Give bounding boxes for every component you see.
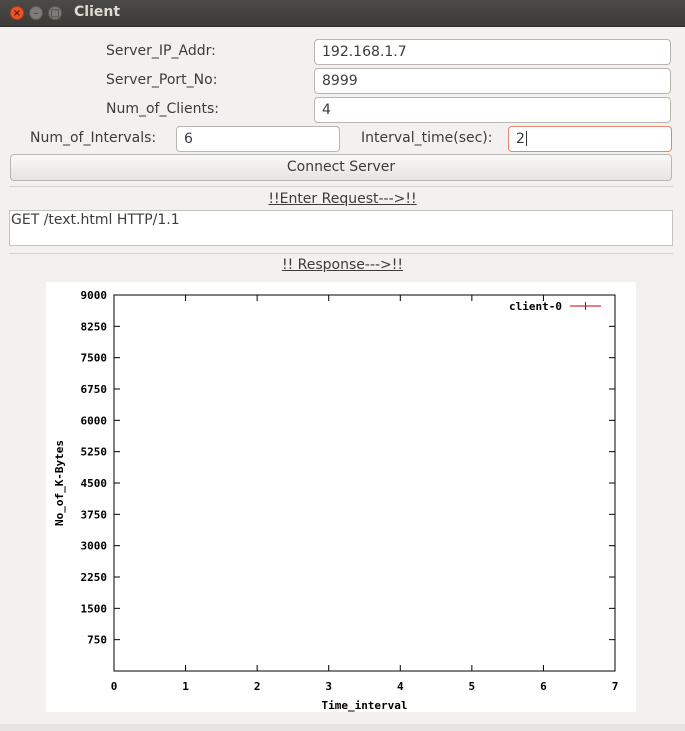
y-tick-label: 2250 bbox=[81, 571, 108, 584]
window-title: Client bbox=[74, 4, 121, 20]
x-tick-label: 6 bbox=[540, 680, 547, 693]
x-tick-label: 4 bbox=[397, 680, 404, 693]
y-tick-label: 1500 bbox=[81, 602, 108, 615]
title-bar: × – □ Client bbox=[0, 0, 685, 27]
y-tick-label: 6750 bbox=[81, 383, 108, 396]
y-tick-label: 3000 bbox=[81, 540, 108, 553]
num-clients-label: Num_of_Clients: bbox=[106, 101, 220, 117]
maximize-icon[interactable]: □ bbox=[48, 6, 62, 20]
chart-svg: 0 1 2 3 4 5 6 7 750 1500 2250 3000 3750 4500 5250 6000 6… bbox=[53, 289, 619, 712]
request-heading: !!Enter Request--->!! bbox=[268, 191, 417, 207]
minimize-icon[interactable]: – bbox=[29, 6, 43, 20]
plot-frame bbox=[113, 294, 616, 672]
server-ip-label: Server_IP_Addr: bbox=[106, 43, 216, 59]
y-tick-label: 5250 bbox=[81, 446, 108, 459]
y-tick-label: 9000 bbox=[81, 289, 108, 302]
y-tick-label: 4500 bbox=[81, 477, 108, 490]
server-port-label: Server_Port_No: bbox=[106, 72, 218, 88]
x-tick-label: 0 bbox=[111, 680, 118, 693]
response-heading: !! Response--->!! bbox=[281, 257, 404, 273]
y-axis-label: No_of_K-Bytes bbox=[53, 440, 66, 526]
y-tick-label: 6000 bbox=[81, 414, 108, 427]
response-chart: 0 1 2 3 4 5 6 7 750 1500 2250 3000 3750 4500 5250 6000 6… bbox=[46, 282, 636, 712]
server-ip-input[interactable]: 192.168.1.7 bbox=[314, 39, 671, 65]
interval-time-value: 2 bbox=[516, 131, 525, 147]
x-tick-label: 2 bbox=[254, 680, 261, 693]
x-axis-label: Time_interval bbox=[321, 699, 407, 712]
legend-label: client-0 bbox=[509, 300, 562, 313]
y-tick-label: 3750 bbox=[81, 508, 108, 521]
x-tick-label: 3 bbox=[325, 680, 332, 693]
separator bbox=[9, 253, 673, 254]
y-tick-label: 7500 bbox=[81, 352, 108, 365]
server-port-input[interactable]: 8999 bbox=[314, 68, 671, 94]
num-clients-input[interactable]: 4 bbox=[314, 97, 671, 123]
window-bottom-edge bbox=[0, 724, 685, 731]
interval-time-input[interactable]: 2 bbox=[508, 126, 672, 152]
close-icon[interactable]: × bbox=[10, 6, 24, 20]
y-tick-label: 750 bbox=[87, 634, 107, 647]
connect-server-button[interactable]: Connect Server bbox=[10, 154, 672, 181]
num-intervals-input[interactable]: 6 bbox=[176, 126, 340, 152]
x-tick-label: 5 bbox=[469, 680, 476, 693]
x-tick-label: 7 bbox=[612, 680, 619, 693]
y-tick-label: 8250 bbox=[81, 320, 108, 333]
separator bbox=[9, 186, 673, 187]
text-caret bbox=[525, 131, 527, 146]
interval-time-label: Interval_time(sec): bbox=[361, 130, 493, 146]
x-tick-label: 1 bbox=[182, 680, 189, 693]
num-intervals-label: Num_of_Intervals: bbox=[30, 130, 157, 146]
request-textarea[interactable]: GET /text.html HTTP/1.1 bbox=[9, 210, 673, 246]
